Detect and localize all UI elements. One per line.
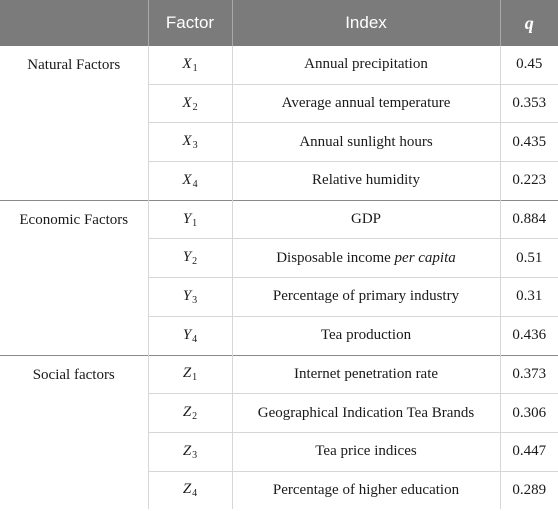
index-text: Relative humidity xyxy=(312,172,420,189)
q-value: 0.373 xyxy=(499,354,558,394)
factor-symbol: X1 xyxy=(147,46,232,85)
header-group xyxy=(0,0,148,46)
factor-subscript: 3 xyxy=(192,140,198,152)
factor-symbol: Z4 xyxy=(147,470,232,510)
index-cell: GDP xyxy=(231,199,500,239)
table-row: Y2 Disposable income per capita 0.51 xyxy=(0,238,558,278)
index-cell: Geographical Indication Tea Brands xyxy=(231,393,500,433)
q-value: 0.447 xyxy=(499,431,558,472)
header-index: Index xyxy=(231,0,500,46)
index-text: Tea production xyxy=(320,327,412,344)
factor-subscript: 1 xyxy=(192,217,198,229)
header-row: Factor Index q xyxy=(0,0,558,46)
q-value: 0.31 xyxy=(499,277,558,317)
index-cell: Tea price indices xyxy=(231,431,500,472)
factor-letter: X xyxy=(182,171,192,188)
table-row: Natural Factors X1 Annual precipitation 0.4… xyxy=(0,46,558,85)
header-q: q xyxy=(499,0,558,46)
factor-subscript: 4 xyxy=(192,333,198,345)
table-row: X3 Annual sunlight hours 0.435 xyxy=(0,122,558,162)
factor-subscript: 2 xyxy=(192,256,198,268)
factor-symbol: Y4 xyxy=(147,315,232,355)
factor-subscript: 1 xyxy=(192,62,198,74)
factor-letter: Z xyxy=(182,365,192,382)
q-value: 0.51 xyxy=(499,238,558,278)
factor-subscript: 1 xyxy=(192,372,198,384)
table-body: Natural Factors X1 Annual precipitation 0.4… xyxy=(0,46,558,510)
index-text: Tea price indices xyxy=(315,443,417,460)
index-cell: Percentage of higher education xyxy=(231,470,500,510)
table-row: Y4 Tea production 0.436 xyxy=(0,315,558,355)
factor-letter: Z xyxy=(182,442,192,459)
index-text: Internet penetration rate xyxy=(293,365,439,382)
index-cell: Average annual temperature xyxy=(231,83,500,123)
group-label: Natural Factors xyxy=(27,57,121,73)
table-row: Z2 Geographical Indication Tea Brands 0.30… xyxy=(0,393,558,433)
index-text: Percentage of higher education xyxy=(272,481,460,498)
factor-subscript: 2 xyxy=(192,101,198,113)
table-header: Factor Index q xyxy=(0,0,558,46)
q-value: 0.436 xyxy=(499,315,558,355)
index-cell: Tea production xyxy=(231,315,500,355)
factor-letter: Z xyxy=(182,481,192,498)
factor-symbol: Z1 xyxy=(147,354,232,394)
q-value: 0.45 xyxy=(499,46,558,85)
header-factor: Factor xyxy=(147,0,232,46)
q-value: 0.884 xyxy=(499,199,558,239)
index-text: Annual sunlight hours xyxy=(299,133,433,150)
factor-subscript: 4 xyxy=(192,488,198,500)
table-row: Y3 Percentage of primary industry 0.31 xyxy=(0,277,558,317)
index-text: Disposable income xyxy=(276,249,395,266)
q-value: 0.353 xyxy=(499,83,558,123)
index-text: Annual precipitation xyxy=(304,56,428,73)
q-value: 0.306 xyxy=(499,393,558,433)
q-value: 0.223 xyxy=(499,161,558,201)
table-row: Social factors Z1 Internet penetration rat… xyxy=(0,354,558,510)
table-row: Z3 Tea price indices 0.447 xyxy=(0,431,558,472)
index-cell: Percentage of primary industry xyxy=(231,277,500,317)
factor-symbol: X2 xyxy=(147,83,232,123)
index-text: GDP xyxy=(350,211,381,228)
factor-letter: Y xyxy=(182,210,192,227)
factor-symbol: Y1 xyxy=(147,199,232,239)
index-text: Percentage of primary industry xyxy=(272,288,460,305)
factor-subscript: 2 xyxy=(192,411,198,423)
index-cell: Internet penetration rate xyxy=(231,354,500,394)
group-label: Social factors xyxy=(0,354,148,510)
factor-letter: X xyxy=(182,133,192,150)
factor-symbol: X3 xyxy=(147,122,232,162)
factor-symbol: Y3 xyxy=(147,277,232,317)
index-text: Average annual temperature xyxy=(281,95,451,112)
factor-symbol: Y2 xyxy=(147,238,232,278)
index-cell: Relative humidity xyxy=(231,161,500,201)
q-value: 0.289 xyxy=(499,470,558,510)
table-row: Economic Factors Y1 GDP 0.884 xyxy=(0,199,558,355)
factor-symbol: X4 xyxy=(147,161,232,201)
index-cell: Annual precipitation xyxy=(231,46,500,85)
factor-letter: X xyxy=(182,94,192,111)
factor-subscript: 3 xyxy=(192,449,198,461)
factor-subscript: 4 xyxy=(192,178,198,190)
factor-letter: Y xyxy=(182,326,192,343)
factor-symbol: Z2 xyxy=(147,393,232,433)
q-value: 0.435 xyxy=(499,122,558,162)
factor-letter: Y xyxy=(182,287,192,304)
factor-letter: X xyxy=(182,55,192,72)
table-row: Z4 Percentage of higher education 0.289 xyxy=(0,470,558,510)
factor-letter: Z xyxy=(182,404,192,421)
index-emphasis: per capita xyxy=(394,249,456,266)
factor-symbol: Z3 xyxy=(147,431,232,472)
group-label: Economic Factors xyxy=(0,199,148,355)
table-row: X4 Relative humidity 0.223 xyxy=(0,161,558,201)
factor-subscript: 3 xyxy=(192,294,198,306)
factor-letter: Y xyxy=(182,249,192,266)
index-cell: Annual sunlight hours xyxy=(231,122,500,162)
index-text: Geographical Indication Tea Brands xyxy=(257,404,475,421)
table-row: X2 Average annual temperature 0.353 xyxy=(0,83,558,123)
index-cell: Disposable income per capita xyxy=(231,238,500,278)
